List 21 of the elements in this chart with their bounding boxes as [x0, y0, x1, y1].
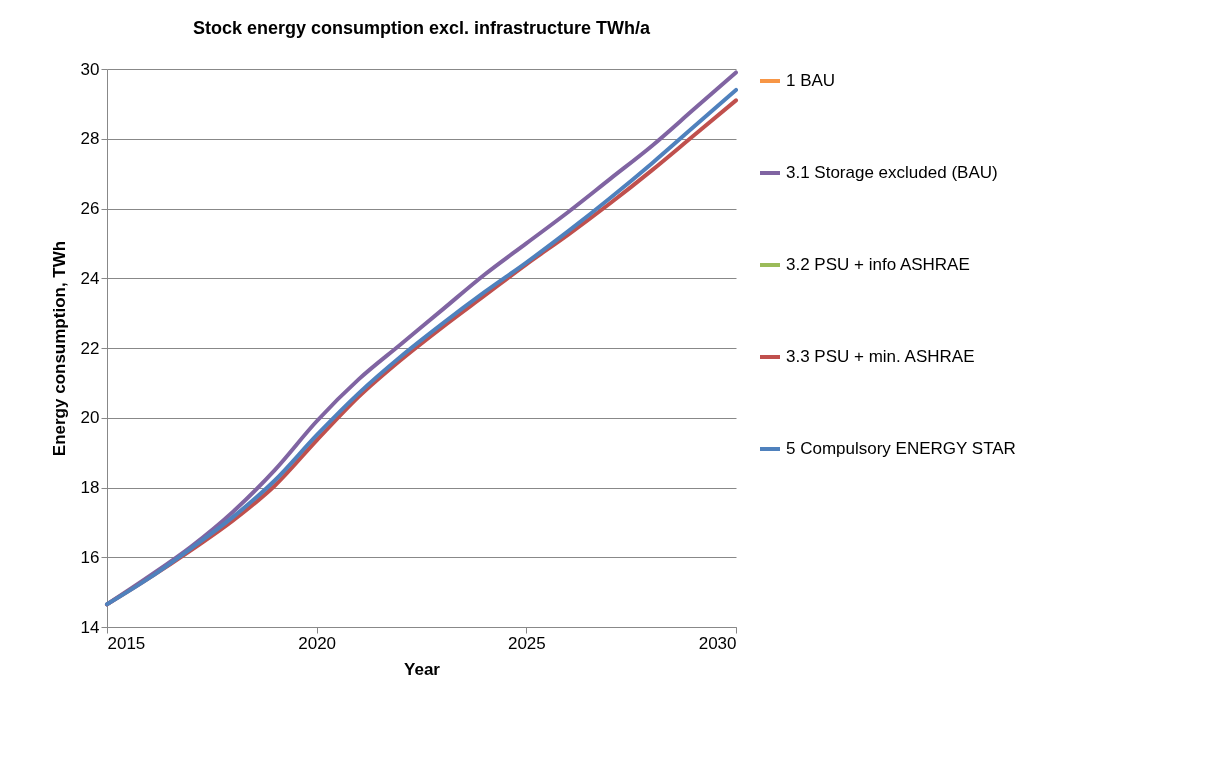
chart-title: Stock energy consumption excl. infrastructure TWh/a: [192, 18, 652, 38]
legend-label: 3.3 PSU + min. ASHRAE: [786, 347, 975, 366]
legend-label: 3.2 PSU + info ASHRAE: [786, 255, 970, 274]
legend-label: 1 BAU: [786, 71, 836, 90]
legend-label: 3.1 Storage excluded (BAU): [786, 163, 998, 182]
x-tick-label: 2015: [107, 633, 146, 653]
y-tick-label: 20: [80, 408, 100, 428]
y-tick-label: 28: [80, 129, 100, 149]
y-tick-label: 26: [80, 199, 100, 218]
x-axis-title: Year: [404, 659, 441, 679]
y-axis-title: Energy consumption, TWh: [49, 240, 69, 457]
x-tick-label: 2030: [698, 633, 737, 653]
y-tick-label: 14: [80, 617, 100, 637]
y-tick-label: 16: [80, 547, 100, 567]
legend-label: 5 Compulsory ENERGY STAR: [786, 439, 1016, 458]
y-tick-label: 30: [80, 59, 100, 79]
y-tick-label: 18: [80, 478, 100, 497]
y-tick-label: 22: [80, 338, 100, 358]
x-tick-label: 2020: [298, 633, 337, 653]
x-tick-label: 2025: [507, 633, 546, 653]
y-tick-label: 24: [80, 268, 100, 288]
